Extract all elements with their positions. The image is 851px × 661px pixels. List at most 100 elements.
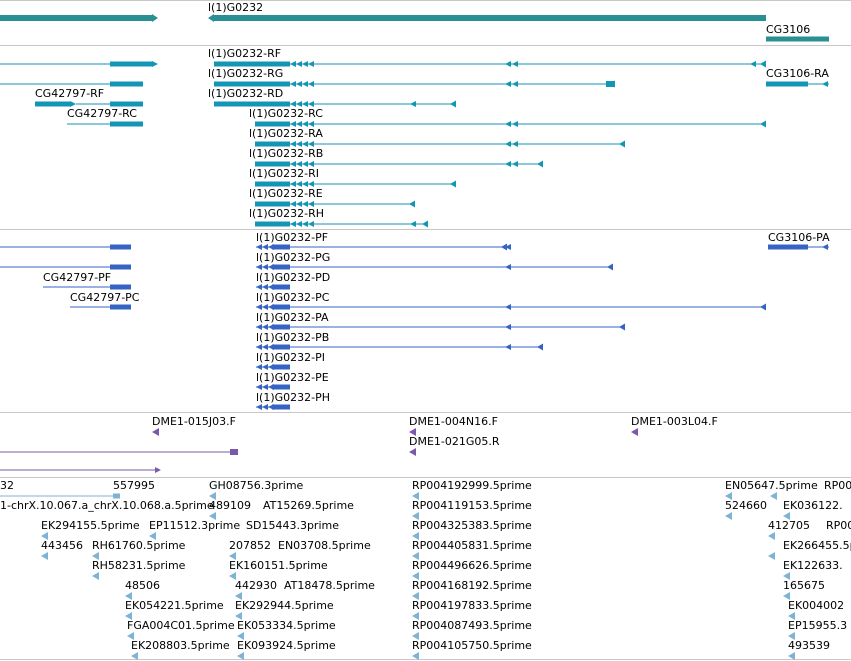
- est-marker[interactable]: [209, 492, 216, 500]
- feature-label-pp-pi[interactable]: l(1)G0232-PI: [256, 351, 326, 364]
- est-marker[interactable]: [41, 532, 48, 540]
- exon-box[interactable]: [110, 101, 143, 107]
- feature-label-cl-021g05[interactable]: DME1-021G05.R: [409, 435, 500, 448]
- feature-label-est-rp004405831[interactable]: RP004405831.5prime: [412, 539, 532, 552]
- est-marker[interactable]: [412, 632, 419, 640]
- feature-label-est-sd15443[interactable]: SD15443.3prime: [246, 519, 339, 532]
- clone-box[interactable]: [230, 449, 238, 455]
- est-marker[interactable]: [235, 592, 242, 600]
- exon-box[interactable]: [272, 324, 290, 330]
- feature-label-est-48506[interactable]: 48506: [125, 579, 160, 592]
- exon-box[interactable]: [255, 121, 290, 127]
- feature-label-est-rp004192999[interactable]: RP004192999.5prime: [412, 479, 532, 492]
- feature-label-pp-pc[interactable]: l(1)G0232-PC: [256, 291, 330, 304]
- est-marker[interactable]: [412, 612, 419, 620]
- exon-box[interactable]: [110, 264, 131, 270]
- feature-label-pp-pa[interactable]: l(1)G0232-PA: [256, 311, 329, 324]
- exon-box[interactable]: [272, 284, 290, 290]
- exon-box[interactable]: [272, 364, 290, 370]
- est-marker[interactable]: [788, 612, 795, 620]
- exon-box[interactable]: [272, 404, 290, 410]
- feature-label-gene-cg3106[interactable]: CG3106: [766, 23, 811, 36]
- exon-box[interactable]: [255, 141, 290, 147]
- feature-label-cl-015j03[interactable]: DME1-015J03.F: [152, 415, 236, 428]
- est-marker[interactable]: [229, 552, 236, 560]
- feature-label-cl-004n16[interactable]: DME1-004N16.F: [409, 415, 498, 428]
- feature-label-est-ek266455[interactable]: EK266455.5pr: [783, 539, 851, 552]
- feature-label-est-524660[interactable]: 524660: [725, 499, 767, 512]
- est-marker[interactable]: [768, 552, 775, 560]
- est-marker[interactable]: [783, 512, 790, 520]
- feature-label-est-rh58231[interactable]: RH58231.5prime: [92, 559, 186, 572]
- feature-label-pp-pf[interactable]: l(1)G0232-PF: [256, 231, 329, 244]
- est-box[interactable]: [113, 493, 120, 499]
- feature-label-est-32[interactable]: 32: [0, 479, 14, 492]
- feature-label-est-ek004002[interactable]: EK004002: [788, 599, 845, 612]
- feature-label-est-ek054221[interactable]: EK054221.5prime: [125, 599, 224, 612]
- est-marker[interactable]: [127, 632, 134, 640]
- feature-label-est-207852[interactable]: 207852: [229, 539, 271, 552]
- est-marker[interactable]: [725, 512, 732, 520]
- est-marker[interactable]: [412, 652, 419, 660]
- est-marker[interactable]: [412, 512, 419, 520]
- exon-box[interactable]: [272, 304, 290, 310]
- feature-label-tx-re[interactable]: l(1)G0232-RE: [249, 187, 323, 200]
- exon-box[interactable]: [110, 121, 143, 127]
- feature-label-est-rp004087493[interactable]: RP004087493.5prime: [412, 619, 532, 632]
- feature-label-est-ek292944[interactable]: EK292944.5prime: [235, 599, 334, 612]
- gene-bar[interactable]: [214, 15, 766, 21]
- exon-box[interactable]: [272, 344, 290, 350]
- clone-marker[interactable]: [631, 428, 638, 436]
- est-marker[interactable]: [125, 592, 132, 600]
- feature-label-tx-rc[interactable]: l(1)G0232-RC: [249, 107, 323, 120]
- feature-label-est-chrx[interactable]: 1-chrX.10.067.a_chrX.10.068.a.5prime: [0, 499, 214, 512]
- gene-bar[interactable]: [0, 15, 152, 21]
- est-marker[interactable]: [209, 512, 216, 520]
- feature-label-est-rp004325383[interactable]: RP004325383.5prime: [412, 519, 532, 532]
- exon-box[interactable]: [255, 161, 290, 167]
- est-marker[interactable]: [768, 532, 775, 540]
- feature-label-tx-rb[interactable]: l(1)G0232-RB: [249, 147, 324, 160]
- exon-box[interactable]: [35, 101, 70, 107]
- feature-label-pp-cg3106-pa[interactable]: CG3106-PA: [768, 231, 830, 244]
- est-marker[interactable]: [788, 632, 795, 640]
- clone-marker[interactable]: [152, 428, 159, 436]
- exon-box[interactable]: [272, 244, 290, 250]
- est-marker[interactable]: [783, 592, 790, 600]
- est-marker[interactable]: [131, 652, 138, 660]
- feature-label-est-at18478[interactable]: AT18478.5prime: [284, 579, 375, 592]
- feature-label-est-en03708[interactable]: EN03708.5prime: [278, 539, 371, 552]
- exon-box[interactable]: [606, 81, 615, 87]
- feature-label-est-ek208803[interactable]: EK208803.5prime: [131, 639, 230, 652]
- feature-label-tx-rg[interactable]: l(1)G0232-RG: [208, 67, 284, 80]
- feature-label-est-ek294155[interactable]: EK294155.5prime: [41, 519, 140, 532]
- exon-box[interactable]: [255, 221, 290, 227]
- feature-label-est-rp004496626[interactable]: RP004496626.5prime: [412, 559, 532, 572]
- feature-label-est-en05647[interactable]: EN05647.5prime: [725, 479, 818, 492]
- exon-box[interactable]: [214, 61, 290, 67]
- clone-marker[interactable]: [409, 428, 416, 436]
- est-marker[interactable]: [237, 652, 244, 660]
- feature-label-est-ep15955[interactable]: EP15955.3: [788, 619, 848, 632]
- feature-label-est-rp004119153[interactable]: RP004119153.5prime: [412, 499, 532, 512]
- est-marker[interactable]: [92, 552, 99, 560]
- feature-label-tx-cg42797-rc[interactable]: CG42797-RC: [67, 107, 137, 120]
- exon-box[interactable]: [766, 81, 808, 87]
- est-marker[interactable]: [92, 572, 99, 580]
- feature-label-tx-ra[interactable]: l(1)G0232-RA: [249, 127, 323, 140]
- feature-label-est-ek160151[interactable]: EK160151.5prime: [229, 559, 328, 572]
- exon-box[interactable]: [272, 384, 290, 390]
- feature-label-est-rp004105750[interactable]: RP004105750.5prime: [412, 639, 532, 652]
- feature-label-est-rh61760[interactable]: RH61760.5prime: [92, 539, 186, 552]
- exon-box[interactable]: [110, 304, 131, 310]
- feature-label-est-rp00-a[interactable]: RP00: [824, 479, 851, 492]
- feature-label-est-rp004168192[interactable]: RP004168192.5prime: [412, 579, 532, 592]
- clone-marker[interactable]: [409, 448, 416, 456]
- est-marker[interactable]: [149, 532, 156, 540]
- feature-label-est-442930[interactable]: 442930: [235, 579, 277, 592]
- est-marker[interactable]: [412, 572, 419, 580]
- feature-label-tx-rd[interactable]: l(1)G0232-RD: [208, 87, 284, 100]
- feature-label-pp-pe[interactable]: l(1)G0232-PE: [256, 371, 329, 384]
- feature-label-est-557995[interactable]: 557995: [113, 479, 155, 492]
- feature-label-est-ek122633[interactable]: EK122633.: [783, 559, 843, 572]
